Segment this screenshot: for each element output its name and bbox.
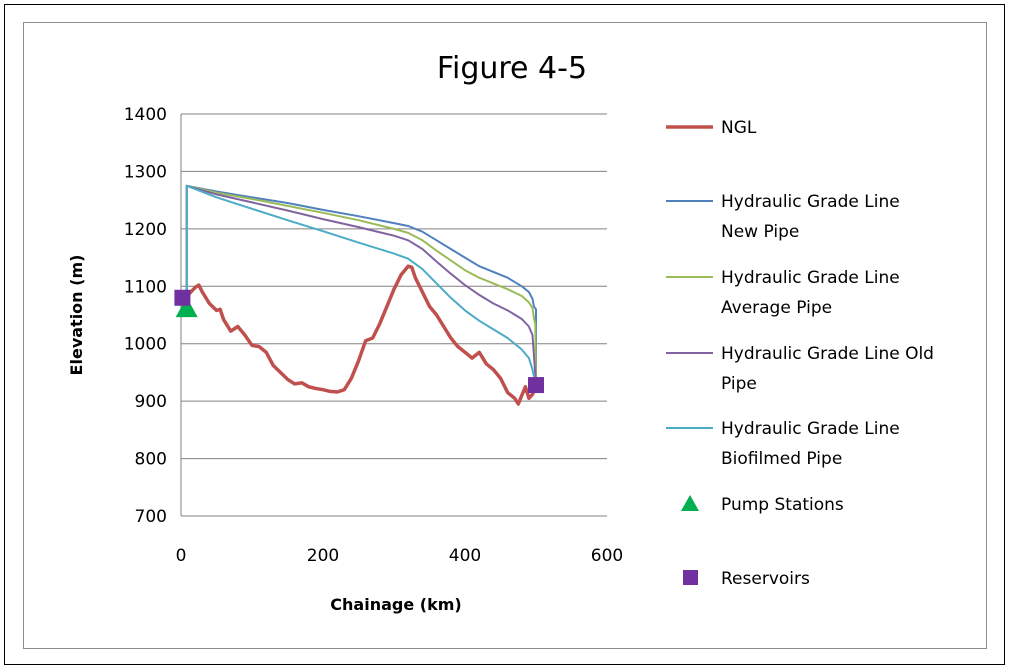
legend-item-reservoirs: Reservoirs bbox=[683, 569, 810, 589]
legend-label: Hydraulic Grade Line Old Pipe bbox=[721, 344, 934, 394]
series-line-hydraulic-grade-line-new-pipe bbox=[185, 184, 537, 386]
legend-swatch bbox=[683, 570, 698, 585]
series-line-ngl bbox=[180, 264, 538, 406]
y-tick-label: 1200 bbox=[124, 220, 167, 240]
x-tick-label: 0 bbox=[176, 546, 187, 566]
y-tick-label: 800 bbox=[135, 450, 167, 470]
legend-label: Hydraulic Grade Line Average Pipe bbox=[721, 268, 900, 318]
marker-pump-stations bbox=[175, 297, 198, 318]
x-tick-label: 600 bbox=[591, 546, 623, 566]
legend-item-hydraulic-grade-line-new-pipe: Hydraulic Grade Line New Pipe bbox=[666, 192, 900, 242]
x-tick-label: 200 bbox=[307, 546, 339, 566]
chart-area-frame bbox=[23, 22, 987, 649]
y-tick-label: 700 bbox=[135, 507, 167, 527]
marker-reservoirs bbox=[174, 289, 191, 306]
legend-item-hydraulic-grade-line-average-pipe: Hydraulic Grade Line Average Pipe bbox=[666, 268, 900, 318]
legend-swatch bbox=[681, 495, 699, 511]
axes bbox=[180, 114, 607, 517]
legend-item-hydraulic-grade-line-biofilmed-pipe: Hydraulic Grade Line Biofilmed Pipe bbox=[666, 419, 900, 469]
chart-title: Figure 4-5 bbox=[437, 51, 587, 86]
legend-item-hydraulic-grade-line-old-pipe: Hydraulic Grade Line Old Pipe bbox=[666, 344, 934, 394]
legend-label: Hydraulic Grade Line New Pipe bbox=[721, 192, 900, 242]
marker-reservoirs bbox=[528, 377, 544, 394]
y-tick-label: 1300 bbox=[124, 162, 167, 182]
series-line-hydraulic-grade-line-old-pipe bbox=[185, 184, 537, 386]
legend-item-pump-stations: Pump Stations bbox=[681, 495, 844, 515]
y-tick-label: 1100 bbox=[124, 277, 167, 297]
y-tick-label: 1400 bbox=[124, 105, 167, 125]
outer-frame bbox=[4, 4, 1005, 665]
x-tick-labels: 0 200 400 600 bbox=[176, 546, 624, 566]
legend-label: Pump Stations bbox=[721, 495, 844, 515]
series-line-hydraulic-grade-line-biofilmed-pipe bbox=[185, 184, 537, 386]
y-tick-labels: 700 800 900 1000 1100 1200 1300 1400 bbox=[124, 105, 167, 527]
legend-item-ngl: NGL bbox=[666, 118, 757, 138]
plot-series bbox=[174, 184, 544, 406]
x-tick-label: 400 bbox=[449, 546, 481, 566]
y-tick-label: 900 bbox=[135, 392, 167, 412]
legend-label: Reservoirs bbox=[721, 569, 810, 589]
series-line-hydraulic-grade-line-average-pipe bbox=[185, 184, 537, 386]
legend-label: Hydraulic Grade Line Biofilmed Pipe bbox=[721, 419, 900, 469]
legend: NGL Hydraulic Grade Line New Pipe Hydraulic… bbox=[666, 118, 934, 589]
x-axis-label: Chainage (km) bbox=[330, 595, 461, 614]
y-axis-label: Elevation (m) bbox=[67, 255, 86, 376]
y-tick-label: 1000 bbox=[124, 335, 167, 355]
legend-label: NGL bbox=[721, 118, 757, 138]
